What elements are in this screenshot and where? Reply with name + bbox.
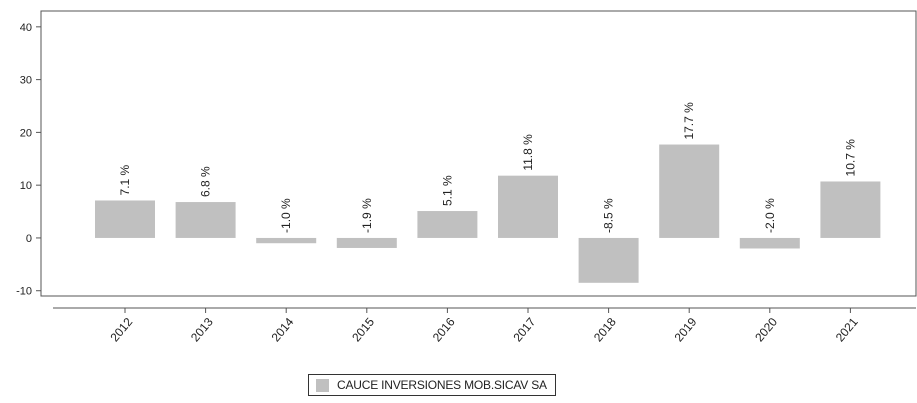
bar-2018 <box>578 237 639 283</box>
bar-2014 <box>256 237 317 244</box>
y-tick-label: 0 <box>26 233 32 245</box>
bar-2019 <box>659 144 720 238</box>
bar-2020 <box>739 237 800 249</box>
x-tick-label-2017: 2017 <box>510 315 538 345</box>
x-tick-label-2012: 2012 <box>107 315 135 345</box>
y-tick-label: 20 <box>20 127 32 139</box>
bar-data-labels: 7.1 % 6.8 % -1.0 % -1.9 % 5.1 % 11.8 % -8.5 % 1… <box>118 102 857 233</box>
x-tick-label-2020: 2020 <box>752 315 780 345</box>
legend-swatch <box>316 378 329 392</box>
data-label-2020: -2.0 % <box>763 198 777 233</box>
data-label-2016: 5.1 % <box>440 175 454 206</box>
bar-2013 <box>175 202 236 238</box>
x-tick-label-2013: 2013 <box>188 315 216 345</box>
x-tick-label-2019: 2019 <box>672 315 700 345</box>
y-axis: -10 0 10 20 30 40 <box>16 22 41 298</box>
x-axis: 2012 2013 2014 2015 2016 2017 2018 2019 2020 2021 <box>107 308 861 345</box>
y-tick-label: 10 <box>20 180 32 192</box>
x-tick-label-2015: 2015 <box>349 315 377 345</box>
x-tick-label-2016: 2016 <box>430 315 458 345</box>
bar-2016 <box>417 211 478 238</box>
bar-2017 <box>498 175 558 238</box>
x-tick-label-2018: 2018 <box>591 315 619 345</box>
y-tick-label: -10 <box>16 286 32 298</box>
bar-2021 <box>820 181 881 238</box>
y-tick-label: 40 <box>20 22 32 34</box>
data-label-2015: -1.9 % <box>360 198 374 233</box>
data-label-2018: -8.5 % <box>602 198 616 233</box>
bar-2015 <box>336 237 397 248</box>
data-label-2019: 17.7 % <box>682 102 696 140</box>
data-label-2012: 7.1 % <box>118 164 132 195</box>
bar-2012 <box>95 200 155 238</box>
data-label-2014: -1.0 % <box>279 198 293 233</box>
plot-frame <box>40 10 917 297</box>
data-label-2017: 11.8 % <box>521 134 535 171</box>
bars <box>95 144 881 283</box>
data-label-2021: 10.7 % <box>843 139 857 177</box>
legend-label: CAUCE INVERSIONES MOB.SICAV SA <box>337 378 547 392</box>
y-tick-label: 30 <box>20 75 32 87</box>
legend: CAUCE INVERSIONES MOB.SICAV SA <box>308 374 556 396</box>
data-label-2013: 6.8 % <box>199 166 213 197</box>
x-tick-label-2021: 2021 <box>833 315 861 345</box>
x-tick-label-2014: 2014 <box>269 315 297 345</box>
